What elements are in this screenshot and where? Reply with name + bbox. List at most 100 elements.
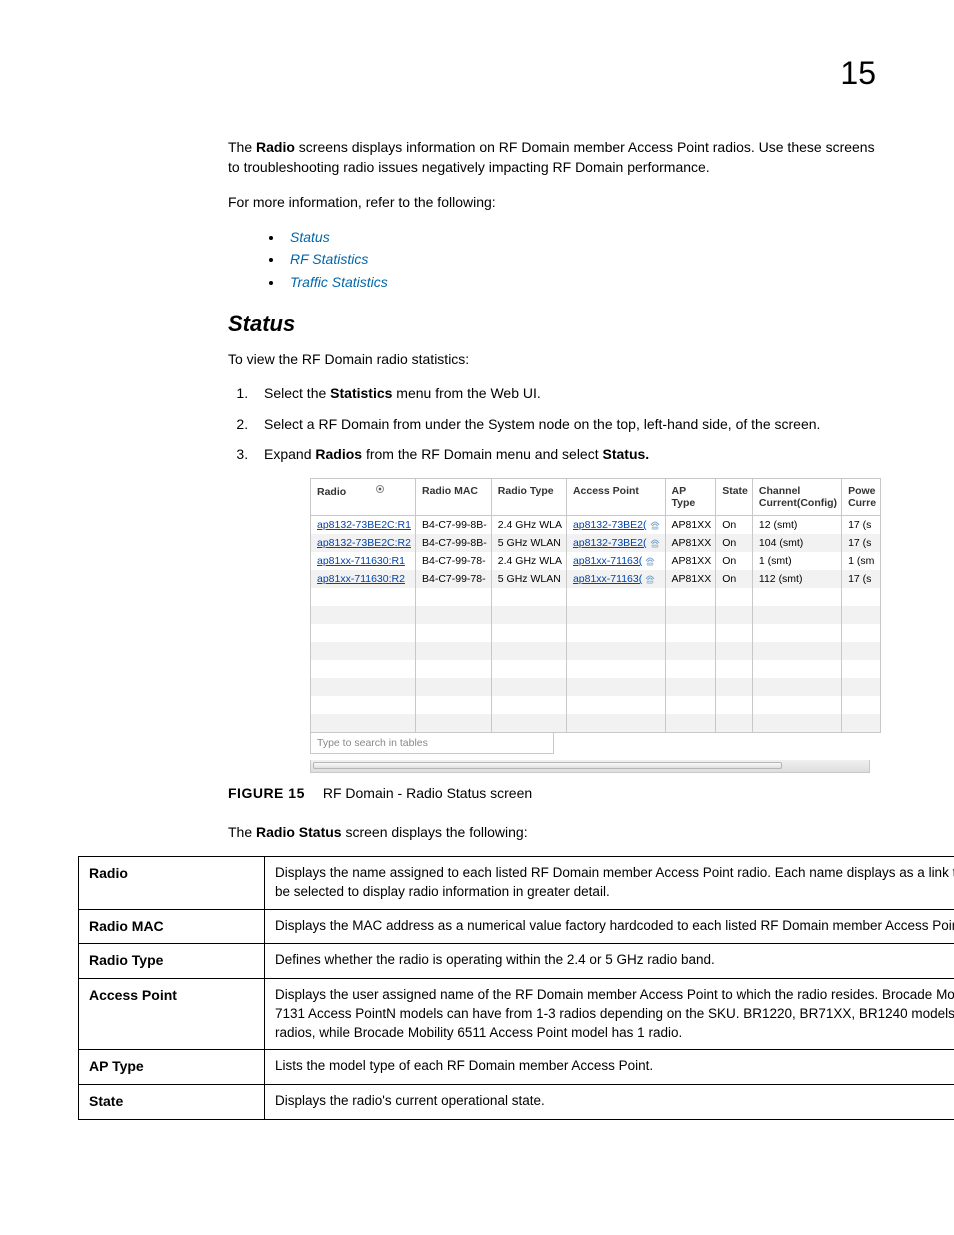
table-row-empty xyxy=(311,624,881,642)
step-3: Expand Radios from the RF Domain menu an… xyxy=(252,444,876,464)
table-row: ap8132-73BE2C:R2 B4-C7-99-8B-5 GHz WLAN ap… xyxy=(311,534,881,552)
step1-post: menu from the Web UI. xyxy=(392,385,540,401)
col-radio-mac[interactable]: Radio MAC xyxy=(415,479,491,516)
step3-b1: Radios xyxy=(315,446,362,462)
cell-ap: ap8132-73BE2( xyxy=(566,534,665,552)
links-list: Status RF Statistics Traffic Statistics xyxy=(228,226,876,293)
ap-link[interactable]: ap8132-73BE2( xyxy=(573,519,647,531)
cell-state: On xyxy=(716,534,753,552)
col-power[interactable]: Powe Curre xyxy=(842,479,881,516)
status-intro: To view the RF Domain radio statistics: xyxy=(228,349,876,369)
step3-pre: Expand xyxy=(264,446,315,462)
desc-term: Radio Type xyxy=(79,944,265,979)
cell-radio: ap81xx-711630:R1 xyxy=(311,552,416,570)
cell-power: 17 (s xyxy=(842,534,881,552)
link-traffic-statistics[interactable]: Traffic Statistics xyxy=(290,274,388,290)
col-ap-type[interactable]: AP Type xyxy=(665,479,716,516)
desc-intro-pre: The xyxy=(228,824,256,840)
cell-state: On xyxy=(716,516,753,535)
cell-mac: B4-C7-99-78- xyxy=(415,570,491,588)
horizontal-scrollbar[interactable] xyxy=(310,760,870,773)
sort-indicator-icon xyxy=(376,485,384,493)
cell-ap: ap81xx-71163( xyxy=(566,570,665,588)
cell-state: On xyxy=(716,552,753,570)
step-2: Select a RF Domain from under the System… xyxy=(252,414,876,434)
ap-link[interactable]: ap81xx-71163( xyxy=(573,555,642,567)
cell-type: 2.4 GHz WLA xyxy=(491,516,566,535)
cell-aptype: AP81XX xyxy=(665,534,716,552)
ap-link[interactable]: ap8132-73BE2( xyxy=(573,537,647,549)
access-point-icon xyxy=(644,556,656,566)
col-access-point[interactable]: Access Point xyxy=(566,479,665,516)
intro-bold: Radio xyxy=(256,139,295,155)
radio-link[interactable]: ap8132-73BE2C:R1 xyxy=(317,519,411,531)
cell-state: On xyxy=(716,570,753,588)
cell-ap: ap81xx-71163( xyxy=(566,552,665,570)
link-status[interactable]: Status xyxy=(290,229,330,245)
cell-radio: ap81xx-711630:R2 xyxy=(311,570,416,588)
desc-intro-post: screen displays the following: xyxy=(342,824,528,840)
radio-link[interactable]: ap81xx-711630:R1 xyxy=(317,555,405,567)
table-row-empty xyxy=(311,606,881,624)
desc-term: State xyxy=(79,1085,265,1120)
step3-b2: Status. xyxy=(603,446,650,462)
section-heading-status: Status xyxy=(228,311,876,337)
desc-term: AP Type xyxy=(79,1050,265,1085)
intro-pre: The xyxy=(228,139,256,155)
cell-aptype: AP81XX xyxy=(665,570,716,588)
table-row-empty xyxy=(311,714,881,733)
page-number: 15 xyxy=(840,55,876,92)
desc-def: Displays the name assigned to each liste… xyxy=(265,856,954,909)
col-radio-type[interactable]: Radio Type xyxy=(491,479,566,516)
col-channel[interactable]: Channel Current(Config) xyxy=(752,479,841,516)
steps-list: Select the Statistics menu from the Web … xyxy=(228,383,876,464)
access-point-icon xyxy=(649,538,661,548)
desc-row: Radio TypeDefines whether the radio is o… xyxy=(79,944,954,979)
cell-ap: ap8132-73BE2( xyxy=(566,516,665,535)
radio-status-grid: Radio Radio MAC Radio Type Access Point … xyxy=(310,478,881,733)
step1-pre: Select the xyxy=(264,385,330,401)
table-row-empty xyxy=(311,660,881,678)
access-point-icon xyxy=(649,520,661,530)
table-search-input[interactable]: Type to search in tables xyxy=(310,733,554,754)
table-row: ap81xx-711630:R2 B4-C7-99-78-5 GHz WLAN ap… xyxy=(311,570,881,588)
cell-mac: B4-C7-99-8B- xyxy=(415,534,491,552)
figure-caption-text: RF Domain - Radio Status screen xyxy=(323,785,532,801)
figure-label: FIGURE 15 xyxy=(228,785,305,801)
cell-radio: ap8132-73BE2C:R1 xyxy=(311,516,416,535)
cell-type: 5 GHz WLAN xyxy=(491,570,566,588)
more-info-lead: For more information, refer to the follo… xyxy=(228,192,876,212)
desc-term: Access Point xyxy=(79,978,265,1050)
desc-row: StateDisplays the radio's current operat… xyxy=(79,1085,954,1120)
intro-paragraph: The Radio screens displays information o… xyxy=(228,137,876,178)
table-row-empty xyxy=(311,696,881,714)
desc-row: Access PointDisplays the user assigned n… xyxy=(79,978,954,1050)
cell-channel: 104 (smt) xyxy=(752,534,841,552)
ap-link[interactable]: ap81xx-71163( xyxy=(573,573,642,585)
figure-caption: FIGURE 15 RF Domain - Radio Status screen xyxy=(228,783,876,803)
desc-row: RadioDisplays the name assigned to each … xyxy=(79,856,954,909)
table-row-empty xyxy=(311,642,881,660)
scrollbar-thumb[interactable] xyxy=(313,762,782,769)
table-row: ap81xx-711630:R1B4-C7-99-78-2.4 GHz WLAa… xyxy=(311,552,881,570)
table-row-empty xyxy=(311,678,881,696)
cell-channel: 112 (smt) xyxy=(752,570,841,588)
desc-def: Displays the user assigned name of the R… xyxy=(265,978,954,1050)
col-state[interactable]: State xyxy=(716,479,753,516)
cell-power: 17 (s xyxy=(842,570,881,588)
radio-link[interactable]: ap81xx-711630:R2 xyxy=(317,573,405,585)
cell-type: 2.4 GHz WLA xyxy=(491,552,566,570)
cell-type: 5 GHz WLAN xyxy=(491,534,566,552)
link-rf-statistics[interactable]: RF Statistics xyxy=(290,251,368,267)
figure-screenshot: Radio Radio MAC Radio Type Access Point … xyxy=(310,478,870,773)
col-radio[interactable]: Radio xyxy=(311,479,416,516)
cell-power: 1 (sm xyxy=(842,552,881,570)
description-table: RadioDisplays the name assigned to each … xyxy=(78,856,954,1120)
desc-term: Radio xyxy=(79,856,265,909)
radio-link[interactable]: ap8132-73BE2C:R2 xyxy=(317,537,411,549)
cell-radio: ap8132-73BE2C:R2 xyxy=(311,534,416,552)
intro-post: screens displays information on RF Domai… xyxy=(228,139,875,175)
step-1: Select the Statistics menu from the Web … xyxy=(252,383,876,403)
table-row-empty xyxy=(311,588,881,606)
desc-def: Displays the radio's current operational… xyxy=(265,1085,954,1120)
